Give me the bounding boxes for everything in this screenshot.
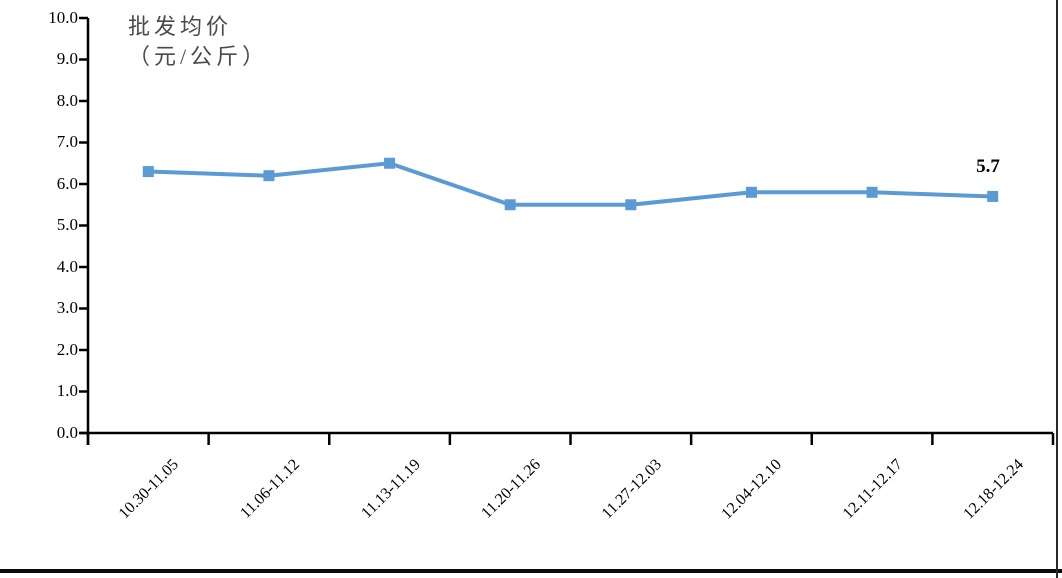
data-point-marker (504, 199, 516, 211)
chart-title-line-1: 批发均价 (128, 14, 233, 39)
right-border-line (1056, 0, 1058, 578)
y-axis-tick-label: 4.0 (56, 257, 78, 276)
data-point-marker (384, 157, 396, 169)
y-axis-tick-label: 7.0 (56, 132, 78, 151)
data-point-marker (625, 199, 637, 211)
y-axis-tick-label: 5.0 (56, 215, 78, 234)
data-point-marker (142, 166, 154, 178)
y-axis-tick-label: 8.0 (56, 91, 78, 110)
y-axis-tick-label: 3.0 (56, 298, 78, 317)
y-axis-tick-label: 1.0 (56, 381, 78, 400)
chart-title: 批发均价 （元/公斤） (128, 12, 268, 72)
data-point-marker (987, 190, 999, 202)
y-axis-tick-label: 2.0 (56, 340, 78, 359)
y-axis-tick-label: 10.0 (48, 8, 78, 27)
data-point-marker (866, 186, 878, 198)
price-series-line (148, 161, 993, 207)
y-axis-tick-label: 9.0 (56, 49, 78, 68)
y-axis-tick-label: 6.0 (56, 174, 78, 193)
bottom-border-line (0, 569, 1062, 573)
last-point-data-label: 5.7 (976, 156, 1000, 177)
data-point-marker (745, 186, 757, 198)
y-axis-tick-label: 0.0 (56, 423, 78, 442)
data-point-marker (263, 170, 275, 182)
chart-title-line-2: （元/公斤） (128, 44, 269, 69)
